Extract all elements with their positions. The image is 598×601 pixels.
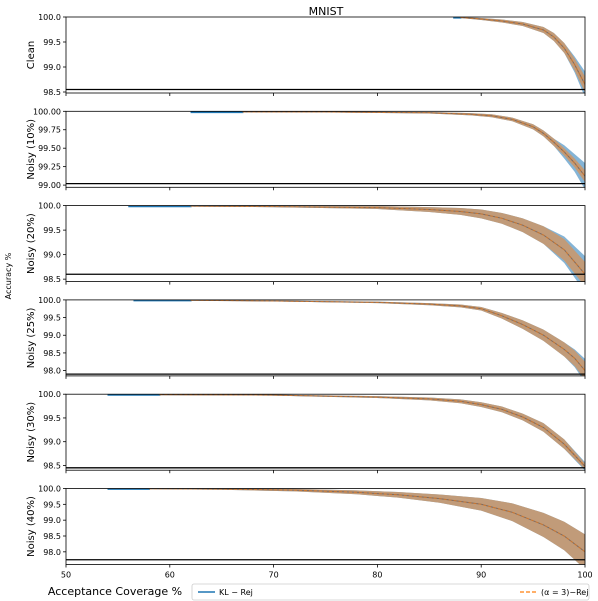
y-tick-label: 99.0 — [43, 63, 61, 72]
legend-label-alpha: (α = 3)−Rej — [541, 588, 588, 597]
y-tick-label: 100.00 — [33, 107, 61, 116]
alpha-rej-band — [159, 394, 585, 470]
y-tick-label: 99.5 — [43, 414, 61, 423]
y-tick-label: 99.0 — [43, 516, 61, 525]
y-tick-label: 98.5 — [43, 88, 61, 97]
x-tick-label: 100 — [577, 571, 592, 580]
y-tick-label: 100.0 — [38, 485, 61, 494]
alpha-rej-line — [159, 394, 585, 467]
y-tick-label: 99.75 — [38, 126, 61, 135]
y-tick-label: 99.25 — [38, 163, 61, 172]
x-tick-label: 90 — [476, 571, 486, 580]
axes-frame-noisy-25 — [65, 299, 586, 377]
subplot-clean: 100.0 99.5 99.0 98.5 Clean — [26, 13, 586, 97]
y-tick-label: 99.5 — [43, 500, 61, 509]
legend-frame — [191, 583, 590, 601]
kl-rej-line — [242, 111, 585, 177]
kl-rej-line — [190, 205, 585, 275]
plot-area-noisy-40 — [66, 488, 585, 565]
x-tick-label: 60 — [165, 571, 175, 580]
legend: KL − Rej (α = 3)−Rej — [191, 583, 590, 601]
x-tick-label: 80 — [372, 571, 382, 580]
panel-y-label-noisy-10: Noisy (10%) — [26, 119, 37, 180]
subplot-noisy-25: 100.0 99.5 99.0 98.5 98.0 Noisy (25%) — [26, 296, 586, 379]
alpha-rej-line — [190, 299, 585, 371]
kl-rej-line — [159, 394, 585, 467]
y-tick-label: 98.5 — [43, 275, 61, 284]
subplot-stack: 100.0 99.5 99.0 98.5 Clean 100.00 99.75 99.50 99… — [26, 13, 593, 580]
x-tick-label: 70 — [269, 571, 279, 580]
plot-area-clean — [66, 17, 585, 93]
kl-rej-band — [149, 488, 585, 565]
plot-area-noisy-25 — [66, 299, 585, 376]
panel-y-label-clean: Clean — [26, 41, 37, 69]
panel-y-label-noisy-30: Noisy (30%) — [26, 402, 37, 463]
axes-frame-noisy-10 — [65, 110, 586, 188]
y-tick-label: 99.0 — [43, 438, 61, 447]
y-tick-label: 100.0 — [38, 390, 61, 399]
axes-frame-clean — [65, 16, 586, 94]
figure-title: MNIST — [309, 5, 344, 18]
alpha-rej-band — [242, 111, 585, 183]
subplot-noisy-30: 100.0 99.5 99.0 98.5 Noisy (30%) — [26, 390, 586, 474]
kl-rej-line — [190, 299, 585, 371]
subplot-noisy-40: 100.0 99.5 99.0 98.5 98.0 50 60 70 80 90 100 Noisy … — [26, 485, 593, 580]
alpha-rej-line — [190, 205, 585, 275]
y-tick-label: 99.5 — [43, 314, 61, 323]
alpha-rej-band — [149, 488, 585, 565]
plot-area-noisy-10 — [66, 111, 585, 188]
axes-frame-noisy-20 — [65, 205, 586, 283]
y-tick-label: 99.5 — [43, 226, 61, 235]
y-tick-label: 100.0 — [38, 13, 61, 22]
plot-area-noisy-30 — [66, 394, 585, 471]
y-tick-label: 99.0 — [43, 251, 61, 260]
y-tick-label: 98.0 — [43, 548, 61, 557]
y-tick-label: 99.0 — [43, 331, 61, 340]
kl-rej-band — [190, 299, 585, 376]
kl-rej-band — [159, 394, 585, 471]
y-tick-label: 99.5 — [43, 38, 61, 47]
legend-label-kl: KL − Rej — [219, 588, 253, 597]
alpha-rej-band — [190, 299, 585, 376]
alpha-rej-line — [242, 111, 585, 177]
alpha-rej-line — [460, 17, 585, 85]
panel-y-label-noisy-20: Noisy (20%) — [26, 213, 37, 274]
kl-rej-band — [242, 111, 585, 188]
kl-rej-band — [190, 205, 585, 282]
y-tick-label: 98.0 — [43, 367, 61, 376]
figure-y-axis-label: Accuracy % — [4, 252, 13, 299]
figure-x-axis-label: Acceptance Coverage % — [48, 585, 182, 598]
alpha-rej-line — [148, 488, 585, 553]
alpha-rej-band — [460, 17, 585, 93]
y-tick-label: 98.5 — [43, 532, 61, 541]
y-tick-label: 99.50 — [38, 144, 61, 153]
panel-y-label-noisy-25: Noisy (25%) — [26, 307, 37, 368]
plot-area-noisy-20 — [66, 205, 585, 282]
panel-y-label-noisy-40: Noisy (40%) — [26, 496, 37, 557]
subplot-noisy-20: 100.0 99.5 99.0 98.5 Noisy (20%) — [26, 202, 586, 285]
y-tick-label: 98.5 — [43, 349, 61, 358]
y-tick-label: 99.00 — [38, 181, 61, 190]
y-tick-label: 98.5 — [43, 461, 61, 470]
axes-frame-noisy-40 — [65, 488, 586, 565]
y-tick-label: 100.0 — [38, 202, 61, 211]
x-tick-label: 50 — [61, 571, 71, 580]
axes-frame-noisy-30 — [65, 393, 586, 471]
y-tick-label: 100.0 — [38, 296, 61, 305]
kl-rej-band — [460, 17, 585, 93]
